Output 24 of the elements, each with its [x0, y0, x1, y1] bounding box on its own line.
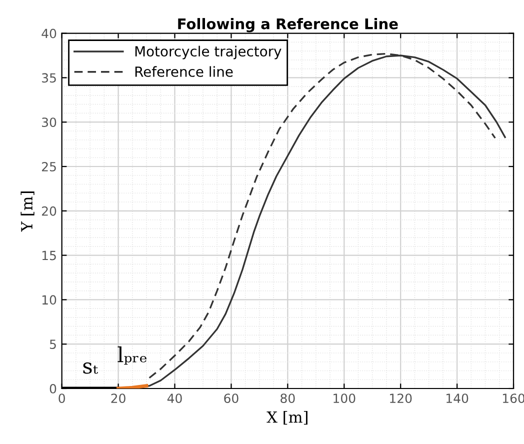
y-tick-label: 10	[42, 295, 56, 305]
y-tick-label: 0	[50, 384, 56, 394]
annotation: sₜ	[83, 362, 98, 374]
x-axis-title: X [m]	[266, 411, 308, 425]
legend-label: Reference line	[135, 66, 233, 77]
x-tick-label: 80	[280, 394, 295, 404]
x-tick-label: 0	[58, 394, 65, 404]
y-axis-title: Y [m]	[20, 192, 34, 232]
y-tick-label: 15	[42, 250, 56, 260]
chart-title: Following a Reference Line	[178, 18, 398, 32]
annotation: lₚᵣₑ	[118, 346, 146, 365]
x-tick-label: 140	[446, 394, 468, 404]
y-tick-label: 5	[50, 340, 56, 350]
y-tick-label: 20	[42, 206, 56, 216]
y-tick-label: 30	[42, 118, 56, 128]
x-tick-label: 60	[224, 394, 238, 404]
y-tick-label: 25	[42, 162, 56, 172]
x-tick-label: 40	[167, 394, 182, 404]
legend-label: Motorcycle trajectory	[135, 46, 282, 60]
y-tick-label: 35	[42, 73, 56, 83]
y-tick-label: 40	[42, 28, 56, 38]
x-tick-label: 120	[390, 394, 412, 404]
x-tick-label: 100	[334, 394, 356, 404]
x-tick-label: 20	[111, 394, 126, 404]
